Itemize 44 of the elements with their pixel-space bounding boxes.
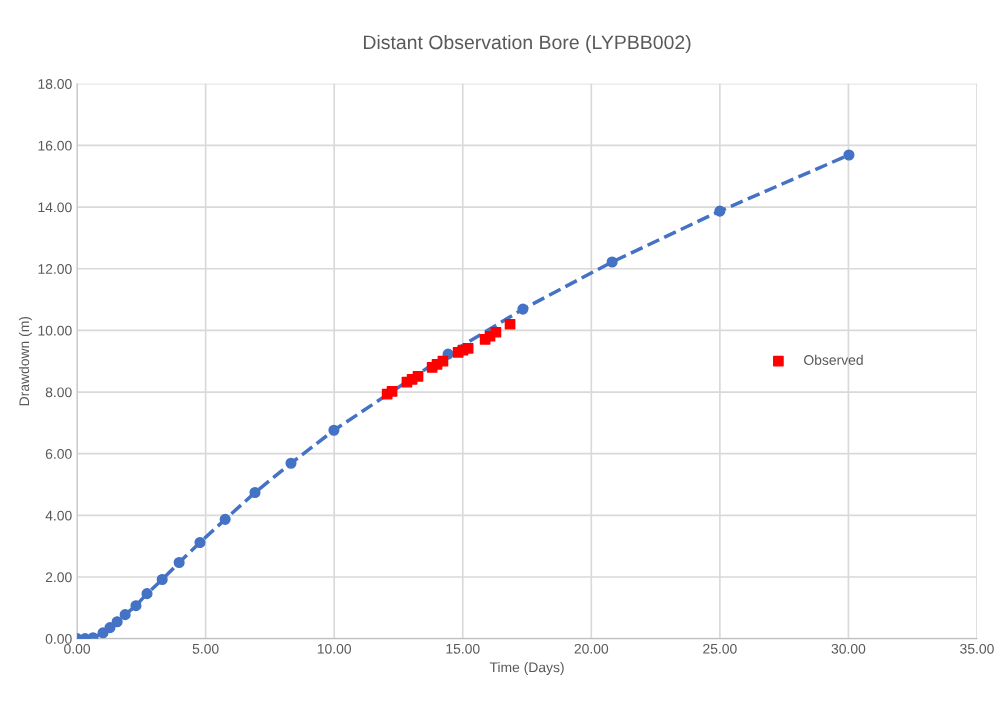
y-tick-label: 6.00 bbox=[45, 449, 72, 459]
y-tick-label: 8.00 bbox=[45, 387, 72, 398]
x-tick-label: 0.00 bbox=[64, 643, 91, 654]
y-tick-label: 14.00 bbox=[38, 202, 72, 213]
point bbox=[104, 622, 116, 634]
point bbox=[219, 513, 231, 525]
x-tick-label: 15.00 bbox=[446, 643, 480, 654]
point bbox=[285, 457, 297, 469]
point bbox=[141, 588, 153, 600]
x-tick-label: 20.00 bbox=[574, 643, 609, 654]
point bbox=[714, 205, 726, 217]
point bbox=[194, 536, 206, 549]
y-axis-title: Drawdown (m) bbox=[18, 316, 32, 406]
x-axis-title: Time (Days) bbox=[489, 662, 564, 675]
x-tick-label: 30.00 bbox=[831, 643, 866, 654]
point bbox=[504, 318, 516, 330]
x-tick-label: 25.00 bbox=[703, 643, 737, 654]
point bbox=[462, 342, 474, 354]
y-tick-label: 0.00 bbox=[45, 634, 72, 644]
x-tick-label: 35.00 bbox=[960, 643, 994, 654]
point bbox=[843, 149, 855, 161]
y-tick-label: 10.00 bbox=[38, 325, 72, 336]
point bbox=[386, 386, 398, 397]
point bbox=[111, 616, 123, 628]
point bbox=[412, 370, 424, 382]
point bbox=[156, 573, 168, 586]
y-tick-label: 16.00 bbox=[38, 140, 72, 151]
y-tick-label: 2.00 bbox=[45, 572, 72, 583]
chart-title: Distant Observation Bore (LYPBB002) bbox=[363, 34, 691, 54]
legend-label: Observed bbox=[804, 354, 863, 365]
point bbox=[606, 256, 618, 268]
point bbox=[490, 326, 502, 338]
point bbox=[249, 486, 261, 499]
point bbox=[173, 556, 185, 569]
point bbox=[328, 424, 340, 436]
y-tick-label: 4.00 bbox=[45, 510, 72, 521]
y-tick-label: 18.00 bbox=[38, 79, 72, 89]
x-tick-label: 10.00 bbox=[317, 643, 352, 654]
point bbox=[437, 355, 449, 367]
x-tick-label: 5.00 bbox=[192, 643, 219, 654]
point bbox=[517, 303, 529, 315]
point bbox=[119, 609, 131, 621]
point bbox=[130, 600, 142, 612]
y-tick-label: 12.00 bbox=[38, 264, 72, 274]
